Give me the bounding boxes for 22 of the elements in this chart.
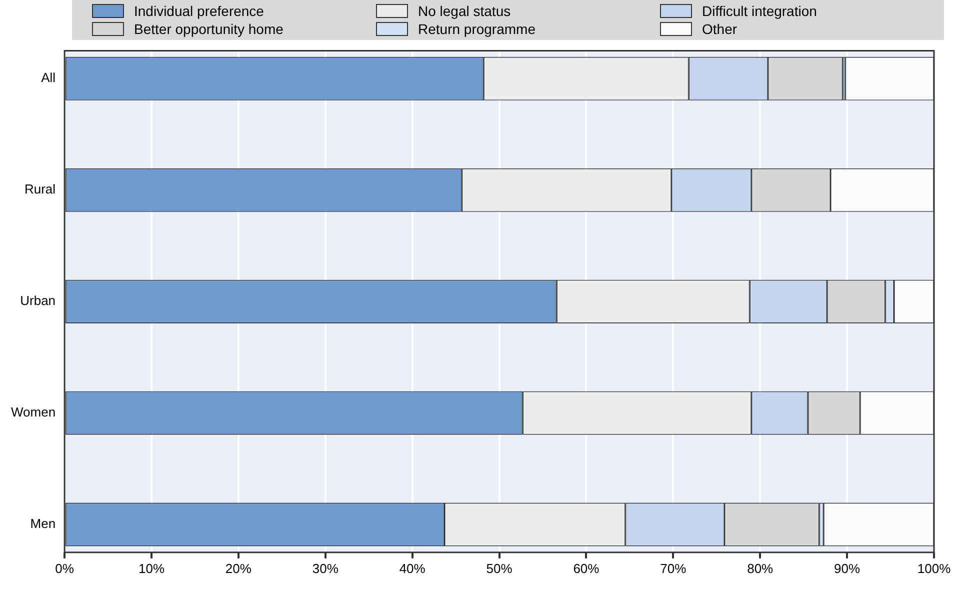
x-tick-label: 30% [312,560,339,576]
x-tick-label: 20% [225,560,252,576]
x-tick-label: 70% [660,560,687,576]
y-tick-label: Men [30,516,56,532]
x-tick-label: 60% [573,560,600,576]
legend-label: Better opportunity home [134,21,284,37]
x-tick-label: 90% [834,560,860,576]
y-tick-label: Women [10,404,56,420]
legend-label: Return programme [418,21,536,37]
y-tick-label: Rural [24,182,56,197]
y-tick-label: Urban [20,293,56,308]
x-tick-label: 100% [917,560,952,576]
x-tick-label: 50% [486,560,513,576]
legend-label: Individual preference [134,3,264,19]
y-tick-label: All [41,70,56,86]
text: No legal status [418,3,511,19]
x-tick-label: 10% [138,560,165,576]
legend-label: Difficult integration [702,3,817,19]
x-tick-label: 80% [747,560,774,576]
x-tick-label: 40% [399,560,426,576]
x-tick-label: 0% [55,560,74,576]
legend-label: Other [702,21,738,37]
